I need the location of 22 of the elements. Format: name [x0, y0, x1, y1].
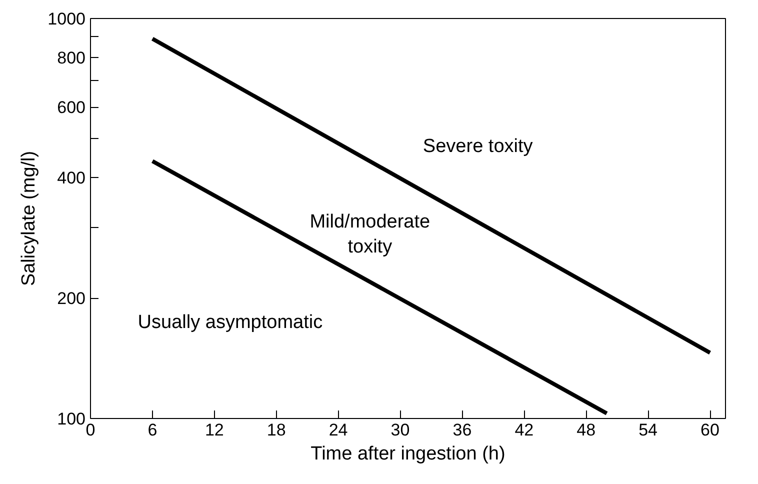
- x-tick-label: 54: [638, 420, 658, 440]
- y-axis-title: Salicylate (mg/l): [18, 150, 40, 286]
- x-tick-label: 24: [328, 420, 348, 440]
- x-tick-label: 12: [204, 420, 224, 440]
- x-tick-label: 0: [86, 420, 96, 440]
- annotation: Severe toxity: [422, 136, 534, 157]
- y-tick-label: 100: [57, 410, 86, 428]
- x-tick-label: 48: [576, 420, 596, 440]
- x-axis-title: Time after ingestion (h): [310, 444, 506, 464]
- y-tick-label: 800: [57, 48, 86, 68]
- x-tick-label: 6: [148, 420, 158, 440]
- annotation: Usually asymptomatic: [138, 312, 323, 333]
- x-tick-label: 36: [452, 420, 472, 440]
- y-tick-label: 1000: [48, 10, 86, 28]
- annotation: Mild/moderate toxity: [310, 211, 430, 258]
- y-tick-label: 600: [57, 98, 86, 118]
- x-tick-label: 30: [390, 420, 410, 440]
- y-tick-label: 400: [57, 168, 86, 188]
- x-tick-label: 60: [700, 420, 720, 440]
- y-tick-label: 200: [57, 289, 86, 308]
- x-tick-label: 18: [266, 420, 286, 440]
- x-tick-label: 42: [514, 420, 534, 440]
